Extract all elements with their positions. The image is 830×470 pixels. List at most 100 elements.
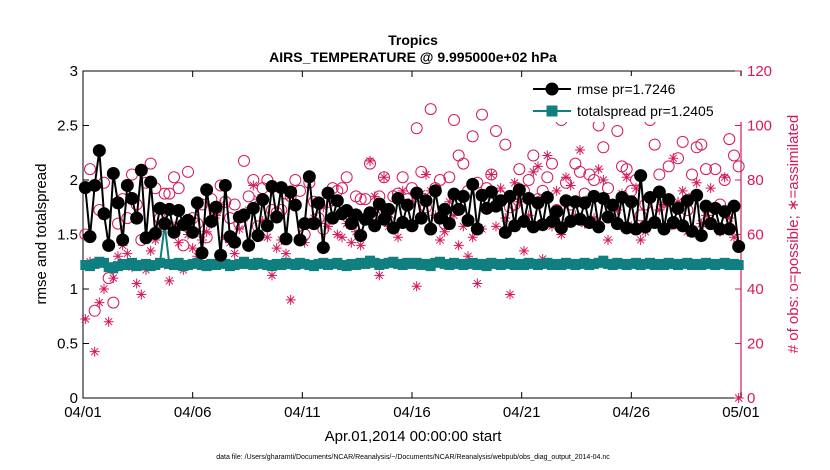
obs-possible-point: [490, 124, 502, 137]
rmse-point: [354, 229, 368, 243]
obs-assimilated-point: [332, 229, 343, 240]
obs-assimilated-point: [733, 393, 744, 403]
obs-assimilated-point: [365, 155, 375, 166]
obs-assimilated-point: [542, 150, 553, 161]
rmse-point: [606, 198, 620, 212]
rmse-point: [302, 170, 316, 184]
y-tick-label: 2: [70, 172, 78, 189]
rmse-point: [195, 246, 209, 260]
data-file-footnote: data file: /Users/gharamti/Documents/NCA…: [216, 454, 610, 461]
obs-possible-point: [84, 163, 96, 176]
obs-possible-point: [466, 130, 479, 143]
obs-assimilated-point: [337, 232, 347, 243]
rmse-point: [624, 195, 638, 209]
y-right-axis-label: # of obs: o=possible; ∗=assimilated: [785, 115, 802, 354]
obs-possible-point: [695, 138, 708, 151]
rmse-point: [111, 196, 125, 210]
obs-assimilated-point: [201, 226, 212, 237]
rmse-point: [125, 192, 139, 206]
obs-assimilated-point: [519, 245, 529, 256]
obs-assimilated-point: [729, 232, 739, 243]
obs-possible-point: [317, 223, 330, 236]
obs-assimilated-point: [505, 289, 515, 300]
rmse-point: [498, 225, 512, 239]
obs-possible-point: [485, 168, 498, 181]
obs-possible-point: [522, 174, 535, 186]
obs-assimilated-point: [257, 215, 268, 226]
obs-possible-point: [513, 163, 526, 176]
x-tick-label: 05/01: [722, 404, 760, 421]
obs-assimilated-point: [145, 245, 156, 256]
rmse-point: [246, 201, 260, 215]
rmse-point: [400, 198, 414, 212]
obs-possible-point: [457, 157, 470, 170]
rmse-point: [307, 217, 321, 231]
rmse-point: [242, 238, 256, 252]
obs-assimilated-point: [164, 275, 175, 286]
obs-possible-point: [611, 124, 624, 137]
rmse-point: [554, 221, 568, 235]
legend: rmse pr=1.7246 totalspread pr=1.2405: [527, 76, 743, 122]
rmse-point: [466, 177, 480, 191]
legend-spread-marker: [546, 105, 558, 117]
obs-possible-point: [158, 187, 171, 200]
obs-assimilated-point: [500, 213, 511, 224]
obs-possible-point: [723, 133, 736, 146]
obs-assimilated-point: [285, 294, 296, 305]
rmse-point: [130, 211, 144, 225]
rmse-point: [316, 241, 330, 255]
obs-possible-point: [732, 160, 745, 173]
rmse-point: [214, 248, 228, 262]
obs-assimilated-point: [724, 213, 735, 224]
obs-possible-point: [499, 138, 512, 151]
rmse-point: [470, 222, 484, 236]
obs-possible-point: [653, 168, 666, 181]
rmse-point: [391, 192, 405, 206]
rmse-point: [377, 212, 391, 226]
obs-assimilated-point: [509, 177, 520, 188]
y-right-tick-label: 20: [747, 336, 764, 353]
obs-assimilated-point: [229, 248, 240, 259]
rmse-point: [237, 208, 251, 222]
plot-area: 04/01 04/06 04/11 04/16 04/21 04/26 05/0100.51…: [57, 63, 772, 421]
rmse-point: [601, 210, 615, 224]
obs-assimilated-point: [593, 164, 604, 175]
obs-assimilated-point: [421, 169, 431, 180]
rmse-point: [330, 194, 344, 208]
obs-assimilated-point: [472, 278, 483, 289]
obs-assimilated-point: [458, 221, 469, 232]
y-tick-label: 1.5: [57, 227, 78, 244]
obs-possible-point: [541, 171, 554, 184]
rmse-point: [167, 225, 181, 239]
obs-assimilated-point: [701, 210, 711, 221]
y-tick-label: 3: [70, 63, 78, 80]
chart-subtitle: AIRS_TEMPERATURE @ 9.995000e+02 hPa: [269, 49, 557, 65]
obs-assimilated-point: [467, 232, 478, 243]
obs-assimilated-point: [323, 221, 333, 232]
rmse-point: [382, 202, 396, 216]
obs-possible-point: [424, 103, 437, 116]
y-tick-label: 2.5: [57, 118, 78, 135]
obs-assimilated-point: [99, 284, 109, 294]
rmse-point: [144, 175, 158, 189]
obs-assimilated-point: [108, 273, 119, 284]
rmse-point: [694, 229, 708, 243]
obs-assimilated-point: [654, 204, 665, 215]
legend-rmse-marker: [545, 82, 559, 96]
obs-assimilated-point: [173, 237, 184, 248]
obs-assimilated-point: [248, 180, 259, 191]
rmse-point: [727, 199, 741, 213]
rmse-point: [270, 210, 284, 224]
obs-possible-point: [144, 157, 157, 170]
rmse-point: [438, 202, 452, 216]
obs-assimilated-point: [136, 289, 147, 300]
rmse-point: [228, 235, 242, 249]
obs-assimilated-point: [113, 251, 123, 262]
rmse-point: [405, 219, 419, 233]
obs-possible-point: [686, 168, 698, 181]
obs-assimilated-point: [598, 175, 609, 185]
obs-assimilated-point: [495, 183, 506, 194]
totalspread-point: [733, 260, 744, 271]
rmse-point: [148, 226, 162, 240]
